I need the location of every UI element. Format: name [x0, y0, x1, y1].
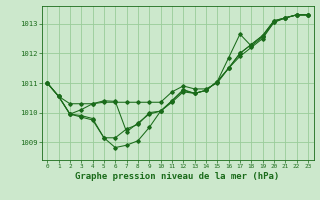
X-axis label: Graphe pression niveau de la mer (hPa): Graphe pression niveau de la mer (hPa) — [76, 172, 280, 181]
